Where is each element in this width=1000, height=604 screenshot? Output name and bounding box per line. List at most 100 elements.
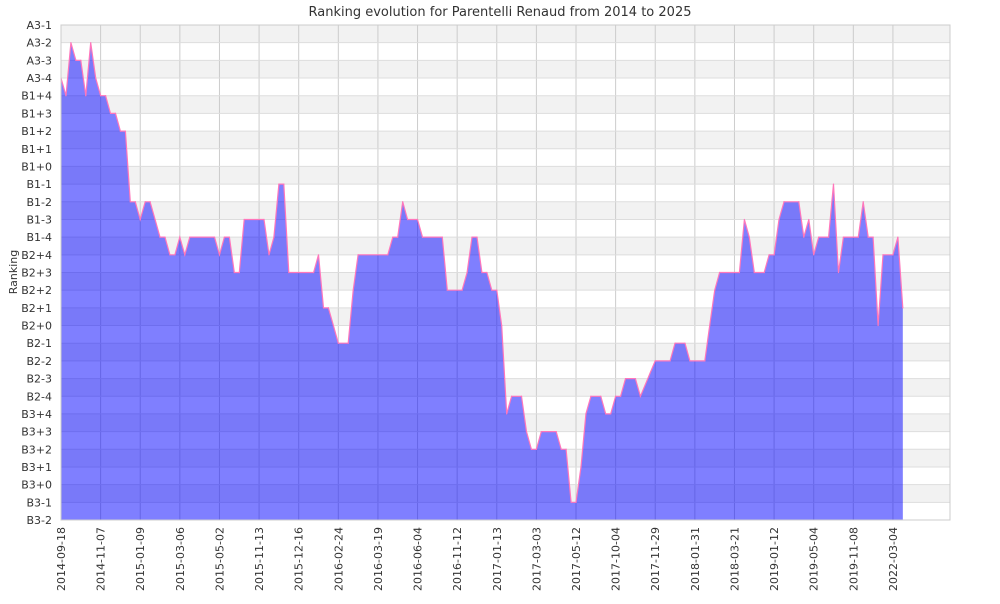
data-point xyxy=(273,236,275,238)
data-point xyxy=(486,271,488,274)
data-point xyxy=(511,395,513,397)
data-point xyxy=(530,448,533,450)
data-point xyxy=(357,254,359,256)
data-point xyxy=(535,448,537,450)
y-tick-label: B1+2 xyxy=(21,125,52,138)
data-point xyxy=(570,501,572,503)
data-point xyxy=(714,289,716,291)
y-tick-label: B2-2 xyxy=(26,355,52,368)
background-band xyxy=(61,60,950,79)
x-tick-label: 2015-01-09 xyxy=(134,527,147,591)
data-point xyxy=(441,236,443,238)
data-point xyxy=(600,395,602,397)
data-point xyxy=(491,289,493,291)
data-point xyxy=(773,254,775,256)
data-point xyxy=(471,236,473,238)
data-point xyxy=(179,236,181,238)
data-point xyxy=(327,307,330,309)
y-tick-label: B2-4 xyxy=(26,390,52,403)
data-point xyxy=(322,307,325,309)
data-point xyxy=(124,130,126,132)
background-band xyxy=(61,95,950,114)
y-tick-label: B1+4 xyxy=(21,90,52,103)
x-tick-label: 2017-05-12 xyxy=(570,527,583,591)
data-point xyxy=(312,271,315,274)
data-point xyxy=(902,307,904,309)
data-point xyxy=(580,466,582,468)
x-tick-label: 2022-03-04 xyxy=(887,527,900,591)
x-tick-label: 2016-11-12 xyxy=(451,527,464,591)
background-band xyxy=(61,201,950,220)
data-point xyxy=(80,59,82,61)
data-point xyxy=(129,201,131,203)
x-tick-label: 2017-10-04 xyxy=(610,527,623,591)
data-point xyxy=(862,201,864,203)
background-band xyxy=(61,113,950,132)
data-point xyxy=(159,236,161,238)
data-point xyxy=(95,77,97,79)
y-tick-label: B2+0 xyxy=(21,320,52,333)
data-point xyxy=(228,236,230,238)
data-point xyxy=(619,395,622,397)
data-point xyxy=(164,236,166,238)
data-point xyxy=(476,236,478,238)
x-tick-label: 2018-03-21 xyxy=(728,527,741,591)
data-point xyxy=(506,413,508,415)
data-point xyxy=(149,201,151,203)
x-tick-label: 2014-09-18 xyxy=(55,527,68,591)
data-point xyxy=(243,218,245,221)
data-point xyxy=(560,448,562,450)
x-tick-label: 2015-11-13 xyxy=(253,527,266,591)
data-point xyxy=(803,236,805,238)
background-band xyxy=(61,42,950,61)
data-point xyxy=(184,254,186,256)
x-tick-label: 2015-12-16 xyxy=(293,527,306,591)
y-tick-label: A3-1 xyxy=(27,19,53,32)
data-point xyxy=(402,201,404,203)
data-point xyxy=(818,236,820,238)
data-point xyxy=(174,254,176,256)
y-tick-label: B2+3 xyxy=(21,267,52,280)
data-point xyxy=(278,183,280,185)
data-point xyxy=(842,236,845,238)
data-point xyxy=(778,218,780,221)
data-point xyxy=(70,42,72,44)
data-point xyxy=(352,289,354,291)
y-tick-label: B1+3 xyxy=(21,107,52,120)
data-point xyxy=(590,395,592,397)
data-point xyxy=(808,218,810,221)
data-point xyxy=(877,324,879,327)
data-point xyxy=(743,218,745,221)
data-point xyxy=(218,254,221,256)
data-point xyxy=(466,271,468,274)
data-point xyxy=(387,254,389,256)
data-point xyxy=(139,218,141,221)
data-point xyxy=(555,431,557,433)
data-point xyxy=(624,377,627,380)
x-tick-label: 2016-06-04 xyxy=(412,527,425,591)
data-point xyxy=(189,236,191,238)
data-point xyxy=(233,271,235,274)
data-point xyxy=(283,183,285,185)
data-point xyxy=(520,395,523,397)
data-point xyxy=(565,448,567,450)
y-axis-title: Ranking xyxy=(7,250,20,295)
x-tick-label: 2017-01-13 xyxy=(491,527,504,591)
data-point xyxy=(689,360,691,362)
data-point xyxy=(109,112,112,114)
data-point xyxy=(461,289,463,291)
data-point xyxy=(585,413,587,415)
x-tick-label: 2017-03-03 xyxy=(530,527,543,591)
y-tick-label: B3+3 xyxy=(21,426,52,439)
data-point xyxy=(753,271,755,274)
data-point xyxy=(397,236,399,238)
y-tick-label: B2+4 xyxy=(21,249,52,262)
x-tick-label: 2019-05-04 xyxy=(808,527,821,591)
y-tick-label: B3+1 xyxy=(21,461,52,474)
y-tick-label: B3-1 xyxy=(26,496,52,509)
data-point xyxy=(709,324,711,327)
data-point xyxy=(481,271,483,274)
data-point xyxy=(421,236,424,238)
data-point xyxy=(501,324,503,327)
